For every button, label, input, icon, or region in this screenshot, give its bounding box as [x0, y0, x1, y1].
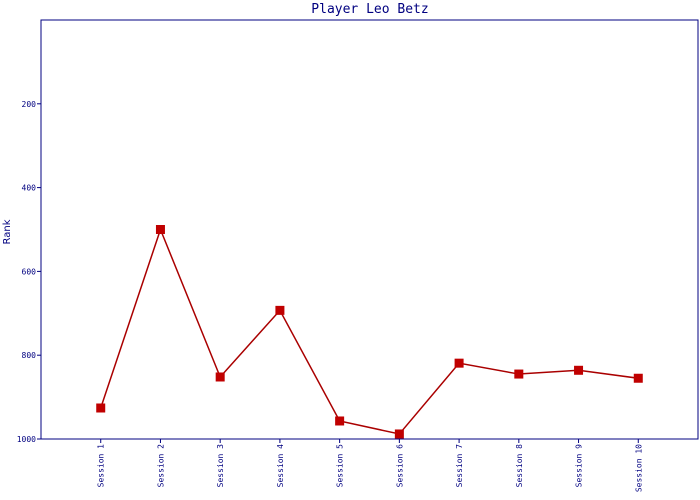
- series-line: [100, 227, 639, 435]
- x-tick-label: Session 6: [395, 444, 404, 488]
- x-tick-label: Session 5: [336, 444, 345, 488]
- point-marker: [155, 225, 165, 234]
- x-tick-label: Session 8: [515, 444, 524, 488]
- x-tick-label: Session 3: [216, 444, 225, 488]
- x-tick-label: Session 1: [97, 444, 106, 488]
- y-tick-label: 1000: [17, 435, 36, 444]
- point-marker: [275, 305, 285, 315]
- point-marker: [574, 365, 584, 375]
- x-tick-label: Session 9: [575, 444, 584, 488]
- point-marker: [394, 429, 404, 439]
- plot-frame: [40, 19, 699, 440]
- point-marker: [335, 416, 345, 426]
- point-marker: [454, 358, 464, 368]
- point-marker: [96, 403, 106, 413]
- point-marker: [633, 373, 643, 383]
- chart-title: Player Leo Betz: [311, 2, 428, 17]
- point-marker: [514, 369, 524, 379]
- y-tick-label: 200: [22, 100, 37, 109]
- x-tick-label: Session 4: [276, 444, 285, 488]
- y-tick-label: 600: [22, 267, 37, 276]
- y-tick-label: 400: [22, 184, 37, 193]
- y-tick-label: 800: [22, 351, 37, 360]
- y-axis-label: Rank: [2, 219, 13, 244]
- x-tick-label: Session 2: [156, 444, 165, 488]
- x-tick-label: Session 7: [455, 444, 464, 488]
- point-marker: [215, 372, 225, 382]
- x-tick-label: Session 10: [634, 444, 643, 492]
